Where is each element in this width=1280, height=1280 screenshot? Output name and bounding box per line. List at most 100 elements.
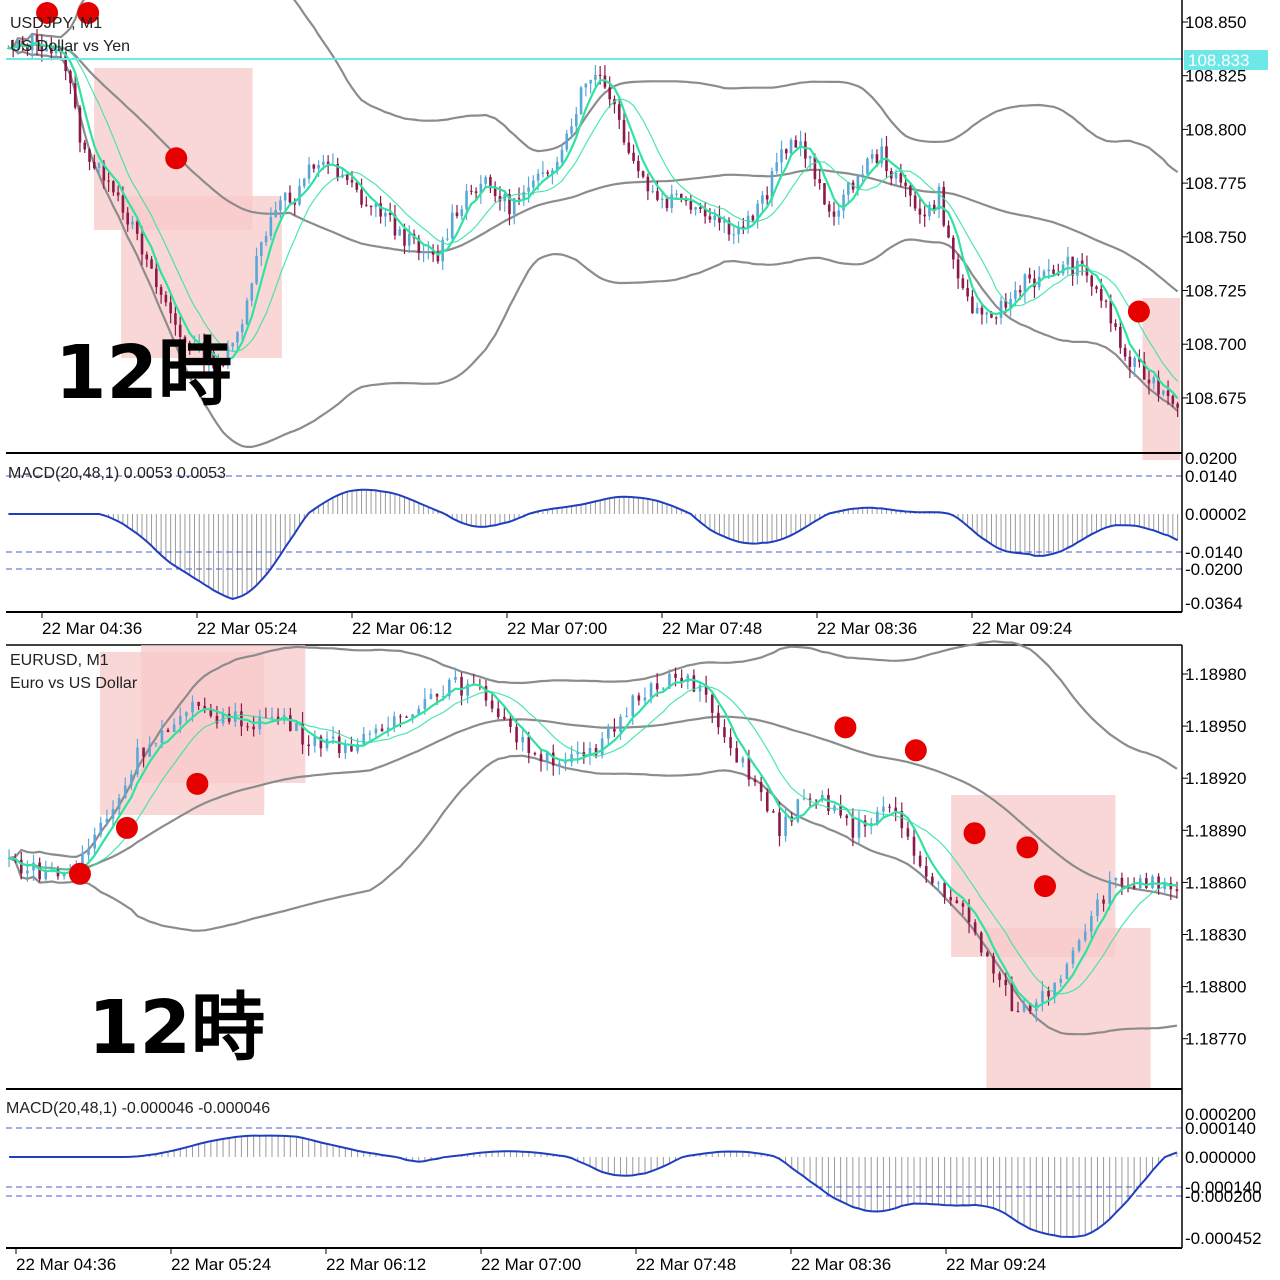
candle-body — [532, 180, 535, 188]
candle-body — [551, 170, 554, 174]
candle-body — [980, 307, 984, 315]
usdjpy-symbol: USDJPY, M1 — [10, 15, 102, 32]
usdjpy-macd-hist — [103, 489, 1179, 599]
time-tick-label: 22 Mar 07:48 — [662, 619, 762, 638]
candle-body — [191, 702, 194, 713]
usdjpy-time-axis: 22 Mar 04:36 22 Mar 05:24 22 Mar 06:12 22 M… — [41, 612, 1072, 638]
candle-body — [231, 342, 234, 347]
time-tick-label: 22 Mar 05:24 — [171, 1255, 271, 1274]
price-tick-label: 108.750 — [1185, 228, 1246, 247]
eurusd-ma — [8, 678, 1178, 1010]
candle-body — [178, 324, 182, 337]
price-tick-label: 1.18770 — [1185, 1030, 1246, 1049]
candle-body — [555, 162, 559, 171]
candle-body — [600, 738, 604, 756]
candle-body — [986, 952, 989, 957]
candle-body — [116, 192, 120, 196]
candle-body — [1065, 964, 1069, 980]
candle-body — [842, 194, 845, 211]
candle-body — [625, 716, 628, 718]
candle-body — [429, 694, 433, 700]
candle-body — [1047, 269, 1051, 272]
usdjpy-dots — [36, 2, 1150, 323]
candle-body — [73, 83, 77, 108]
candle-body — [160, 729, 164, 744]
candle-body — [784, 816, 787, 837]
candle-body — [949, 897, 953, 901]
highlight-box — [121, 196, 282, 358]
candle-body — [1152, 377, 1156, 384]
candle-body — [319, 736, 323, 749]
candle-body — [388, 212, 392, 216]
time-tick-label: 22 Mar 04:36 — [42, 619, 142, 638]
candle-body — [539, 754, 543, 762]
candle-body — [765, 195, 769, 200]
macd-tick-label: 0.0140 — [1185, 467, 1237, 486]
candle-body — [279, 200, 282, 211]
candle-body — [212, 352, 215, 369]
candle-body — [503, 716, 506, 719]
candle-body — [1102, 899, 1105, 904]
candle-body — [344, 744, 347, 754]
candle-body — [1166, 390, 1170, 396]
candle-body — [576, 752, 580, 755]
price-tick-label: 1.18920 — [1185, 769, 1246, 788]
candle-body — [546, 172, 549, 174]
candle-body — [369, 205, 373, 208]
candle-body — [918, 208, 922, 215]
candle-body — [961, 278, 965, 288]
candle-body — [331, 736, 335, 739]
candle-body — [723, 727, 726, 738]
candle-body — [990, 312, 993, 318]
candle-body — [88, 149, 91, 162]
eurusd-time-axis: 22 Mar 04:36 22 Mar 05:24 22 Mar 06:12 22 M… — [15, 1248, 1046, 1274]
time-tick-label: 22 Mar 08:36 — [791, 1255, 891, 1274]
candle-body — [145, 254, 149, 260]
eurusd-macd-hist — [130, 1135, 1178, 1237]
time-tick-label: 22 Mar 09:24 — [946, 1255, 1046, 1274]
candle-body — [374, 728, 378, 734]
candle-body — [1028, 1003, 1032, 1012]
candle-body — [851, 818, 855, 838]
candle-body — [527, 187, 530, 192]
price-tick-label: 108.675 — [1185, 389, 1246, 408]
candle-body — [26, 870, 29, 874]
candle-body — [912, 836, 916, 856]
candle-body — [423, 699, 427, 709]
candle-body — [298, 186, 301, 205]
candle-body — [1033, 278, 1036, 288]
price-tick-label: 108.800 — [1185, 120, 1246, 139]
candle-body — [431, 251, 435, 255]
highlight-box — [1142, 298, 1180, 460]
candle-body — [1028, 274, 1031, 279]
candle-body — [123, 785, 127, 799]
eurusd-description: Euro vs US Dollar — [10, 675, 138, 692]
band-upper-line — [8, 0, 1179, 173]
candle-body — [1095, 286, 1098, 290]
ma-slow-line — [9, 685, 1178, 995]
usdjpy-price-tag — [1184, 50, 1268, 70]
candle-body — [909, 185, 912, 196]
candle-body — [541, 172, 545, 174]
candle-body — [1109, 300, 1113, 324]
signal-dot — [963, 822, 986, 845]
price-tick-label: 108.775 — [1185, 174, 1246, 193]
signal-dot — [68, 862, 91, 885]
signal-dot — [834, 716, 857, 739]
candle-body — [83, 142, 87, 150]
candle-body — [19, 859, 23, 874]
candle-body — [246, 726, 249, 728]
candle-body — [780, 149, 783, 163]
candle-body — [643, 697, 647, 701]
candle-body — [551, 752, 555, 766]
macd-tick-label: -0.000200 — [1185, 1187, 1262, 1206]
candle-body — [136, 747, 139, 775]
candle-body — [942, 186, 946, 226]
candle-body — [470, 190, 473, 192]
candle-body — [735, 748, 738, 763]
candle-body — [952, 237, 955, 260]
signal-dot — [115, 816, 138, 839]
band-middle-line — [8, 43, 1179, 293]
time-tick-label: 22 Mar 09:24 — [972, 619, 1072, 638]
candle-body — [490, 700, 494, 709]
